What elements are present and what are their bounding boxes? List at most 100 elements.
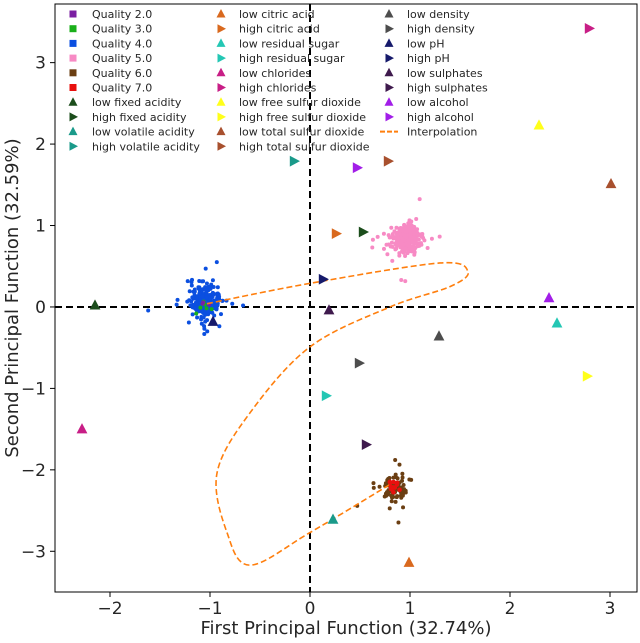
data-point-quality-4-0	[190, 295, 195, 300]
legend-triangle-icon	[385, 83, 394, 92]
legend-label: low alcohol	[407, 96, 469, 109]
y-tick-label: 3	[35, 54, 46, 74]
y-tick-label: 1	[35, 217, 46, 237]
data-point-quality-5-0	[409, 219, 414, 224]
data-point-quality-5-0	[429, 236, 434, 241]
data-point-quality-5-0	[389, 225, 394, 230]
data-point-quality-5-0	[403, 253, 408, 258]
data-point-quality-4-0	[195, 315, 200, 320]
legend-triangle-icon	[216, 9, 226, 18]
data-point-quality-6-0	[387, 506, 392, 511]
legend-item: high citric acid	[217, 23, 320, 36]
legend-label: high residual sugar	[239, 52, 345, 65]
data-point-quality-4-0	[208, 286, 213, 291]
legend-item: Quality 6.0	[69, 67, 152, 80]
x-tick-label: −2	[97, 599, 122, 619]
data-point-quality-4-0	[241, 303, 246, 308]
y-tick-label: −3	[21, 542, 46, 562]
data-point-quality-5-0	[425, 246, 430, 251]
legend-item: low density	[384, 8, 470, 21]
data-point-quality-4-0	[199, 288, 204, 293]
x-tick-label: 1	[405, 599, 416, 619]
marker-high-citric-acid	[331, 228, 342, 240]
marker-low-fixed-acidity	[89, 299, 101, 310]
marker-high-fixed-acidity	[358, 226, 369, 238]
data-point-quality-5-0	[412, 241, 417, 246]
data-point-quality-5-0	[370, 237, 375, 242]
marker-low-ph	[207, 315, 219, 326]
data-point-quality-4-0	[192, 287, 197, 292]
data-point-quality-5-0	[381, 246, 386, 251]
legend-label: Quality 4.0	[92, 37, 152, 50]
marker-low-residual-sugar	[551, 317, 563, 328]
data-point-quality-5-0	[413, 237, 418, 242]
marker-high-ph	[318, 273, 329, 285]
data-point-quality-5-0	[407, 227, 412, 232]
marker-low-total-sulfur-dioxide	[605, 177, 617, 189]
marker-low-chlorides	[76, 423, 88, 434]
data-point-quality-5-0	[389, 240, 394, 245]
y-tick-label: −2	[21, 461, 46, 481]
data-point-quality-5-0	[420, 233, 425, 238]
data-point-quality-7-0	[397, 487, 402, 493]
legend-label: low citric acid	[239, 8, 315, 21]
data-point-quality-6-0	[393, 457, 398, 462]
legend-label: high chlorides	[239, 82, 317, 95]
data-point-quality-4-0	[199, 309, 204, 314]
legend-triangle-icon	[216, 38, 226, 47]
legend-label: high total sulfur dioxide	[239, 140, 370, 153]
data-point-quality-4-0	[210, 278, 215, 283]
x-tick-label: 2	[505, 599, 516, 619]
plot-area: −2 −1 0 1 2 3 −3 −2 −1 0 1 2 3	[21, 3, 638, 619]
data-point-quality-5-0	[402, 238, 407, 243]
data-point-quality-5-0	[399, 277, 404, 282]
plot-frame	[54, 3, 638, 593]
legend-item: high fixed acidity	[69, 111, 187, 124]
legend-item: low fixed acidity	[68, 96, 182, 109]
data-point-quality-7-0	[388, 486, 394, 492]
legend-triangle-icon	[384, 38, 394, 47]
data-point-quality-4-0	[208, 296, 213, 301]
data-point-quality-7-0	[394, 480, 400, 486]
data-point-quality-4-0	[197, 279, 202, 284]
data-point-quality-5-0	[397, 253, 402, 258]
data-point-quality-4-0	[190, 312, 195, 317]
legend-triangle-icon	[68, 126, 78, 136]
data-point-quality-4-0	[193, 306, 198, 311]
data-point-quality-6-0	[400, 471, 405, 476]
legend-item: Interpolation	[380, 126, 477, 139]
legend-label: Quality 2.0	[92, 8, 152, 21]
data-point-quality-6-0	[403, 490, 408, 495]
data-point-quality-6-0	[395, 494, 400, 499]
legend-label: high free sulfur dioxide	[239, 111, 366, 124]
data-point-quality-6-0	[409, 477, 414, 482]
data-point-quality-5-0	[403, 246, 408, 251]
legend-label: high alcohol	[407, 111, 474, 124]
data-point-quality-5-0	[370, 245, 375, 250]
legend-label: low chlorides	[239, 67, 311, 80]
legend-label: low pH	[407, 37, 445, 50]
legend-item: high sulphates	[385, 82, 488, 95]
data-point-quality-4-0	[205, 329, 210, 334]
x-tick-label: 3	[605, 599, 616, 619]
marker-high-residual-sugar	[321, 390, 332, 402]
legend-label: low free sulfur dioxide	[239, 96, 361, 109]
data-point-quality-6-0	[393, 499, 398, 504]
data-point-quality-4-0	[201, 315, 206, 320]
x-axis-label: First Principal Function (32.74%)	[201, 618, 492, 639]
marker-high-volatile-acidity	[289, 155, 300, 167]
data-point-quality-3-0	[209, 307, 214, 312]
legend-label: low fixed acidity	[92, 96, 182, 109]
marker-high-free-sulfur-dioxide	[582, 370, 593, 382]
data-point-quality-4-0	[210, 290, 215, 295]
data-point-quality-4-0	[174, 302, 179, 307]
data-point-quality-4-0	[190, 277, 195, 282]
legend-item: low volatile acidity	[68, 126, 195, 139]
y-tick-label: −1	[21, 379, 46, 399]
data-point-quality-3-0	[198, 305, 203, 310]
legend-triangle-icon	[217, 112, 226, 122]
legend-item: low free sulfur dioxide	[216, 96, 361, 109]
data-point-quality-4-0	[230, 301, 235, 306]
data-point-quality-4-0	[215, 285, 220, 290]
legend-label: high density	[407, 23, 475, 36]
